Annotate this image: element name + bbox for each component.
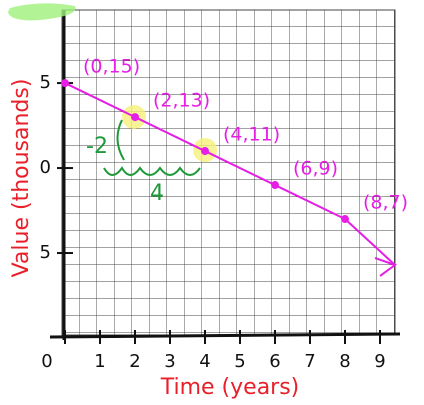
point (201, 147, 209, 155)
x-tick-label: 1 (94, 351, 105, 372)
y-tick-label: 0 (40, 157, 51, 178)
y-tick-label: 5 (40, 242, 51, 263)
point-label: (0,15) (83, 56, 140, 78)
point-label: (2,13) (153, 90, 210, 112)
chart: -2 4 Time (years) Value (thousands) 0 1 2 3… (0, 0, 424, 405)
point (61, 79, 69, 87)
x-axis-title: Time (years) (160, 375, 300, 400)
point-label: (4,11) (223, 124, 280, 146)
y-tick-label: 5 (40, 72, 51, 93)
point (271, 181, 279, 189)
x-tick-label: 6 (269, 351, 280, 372)
run-note: 4 (150, 181, 164, 206)
x-tick-label: 0 (41, 351, 52, 372)
x-tick-label: 7 (304, 351, 315, 372)
x-tick-label: 3 (164, 351, 175, 372)
x-tick-label: 4 (199, 351, 210, 372)
y-axis-title: Value (thousands) (9, 79, 34, 278)
point (131, 113, 139, 121)
point-label: (8,7) (363, 192, 408, 214)
point-label: (6,9) (293, 158, 338, 180)
x-tick-label: 9 (374, 351, 385, 372)
x-tick-label: 8 (339, 351, 350, 372)
point (341, 215, 349, 223)
x-tick-label: 5 (234, 351, 245, 372)
rise-note: -2 (86, 134, 108, 159)
x-tick-label: 2 (129, 351, 140, 372)
